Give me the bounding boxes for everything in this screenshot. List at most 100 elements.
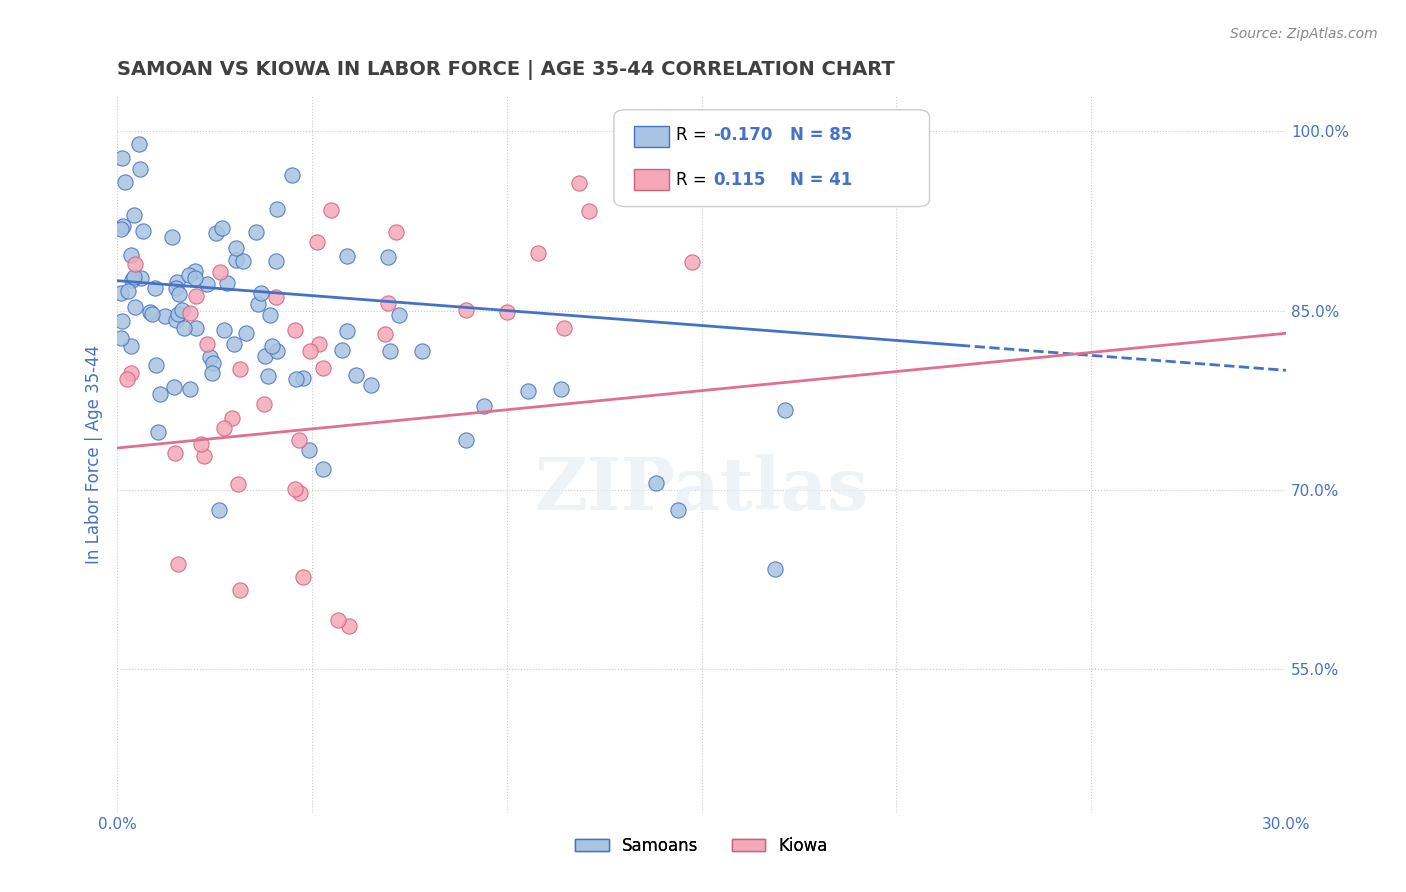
Point [326,613,349,627]
Point [141,307,163,321]
Point [170,302,193,317]
Point [145,358,167,372]
Point [284,482,307,496]
Point [229,362,252,376]
Point [215,277,238,291]
Point [377,250,399,264]
Point [568,176,591,190]
Point [280,168,302,182]
Point [264,289,287,303]
Text: -0.170: -0.170 [713,126,773,144]
Point [305,235,328,250]
Text: N = 85: N = 85 [790,126,852,144]
Point [527,246,550,260]
Point [146,425,169,440]
Point [211,221,233,235]
Point [377,296,399,310]
Point [312,461,335,475]
Text: R =: R = [676,171,711,189]
Point [209,265,232,279]
Point [128,137,150,152]
Point [645,475,668,490]
Point [266,202,288,217]
Point [249,286,271,301]
Point [201,366,224,380]
Point [411,343,433,358]
Point [139,305,162,319]
Point [179,382,201,396]
Text: 0.115: 0.115 [713,171,766,189]
Point [195,336,218,351]
Point [221,410,243,425]
Point [167,307,190,321]
Point [374,327,396,342]
Point [517,384,540,399]
Point [228,477,250,491]
Text: ZIPatlas: ZIPatlas [534,454,869,525]
Point [184,289,207,303]
Point [202,355,225,369]
Point [124,300,146,314]
Point [763,562,786,576]
Point [165,313,187,327]
Point [190,437,212,451]
Point [184,264,207,278]
Point [260,339,283,353]
Point [131,224,153,238]
Point [337,619,360,633]
Point [167,286,190,301]
Point [284,372,307,386]
Point [212,323,235,337]
Point [111,151,134,165]
Point [454,433,477,447]
Point [225,241,247,255]
Point [124,257,146,271]
Point [121,248,143,262]
Point [472,399,495,413]
Point [120,339,142,353]
Point [246,297,269,311]
Point [173,321,195,335]
Point [229,583,252,598]
Point [287,434,309,448]
Text: Source: ZipAtlas.com: Source: ZipAtlas.com [1230,27,1378,41]
Point [110,286,132,301]
Point [153,309,176,323]
Point [165,281,187,295]
Point [167,557,190,571]
Point [360,378,382,392]
Point [264,254,287,268]
Point [197,277,219,292]
Text: R =: R = [676,126,711,144]
Point [222,337,245,351]
FancyBboxPatch shape [614,110,929,207]
Point [129,162,152,177]
Point [115,372,138,386]
Point [149,387,172,401]
Point [117,284,139,298]
Point [288,486,311,500]
FancyBboxPatch shape [634,169,669,190]
Point [291,371,314,385]
Point [321,203,343,218]
Legend: Samoans, Kiowa: Samoans, Kiowa [568,830,834,862]
Point [257,369,280,384]
Point [623,147,645,161]
Point [120,366,142,380]
Text: SAMOAN VS KIOWA IN LABOR FORCE | AGE 35-44 CORRELATION CHART: SAMOAN VS KIOWA IN LABOR FORCE | AGE 35-… [117,60,896,79]
Point [193,449,215,463]
Point [235,326,257,341]
Point [122,208,145,222]
Point [553,321,575,335]
Point [495,304,517,318]
Point [179,306,201,320]
Point [336,324,359,338]
Point [165,446,187,460]
Point [291,570,314,584]
Point [114,175,136,189]
Point [160,230,183,244]
Point [385,225,408,239]
Point [775,403,797,417]
Point [298,344,321,359]
Point [283,323,305,337]
